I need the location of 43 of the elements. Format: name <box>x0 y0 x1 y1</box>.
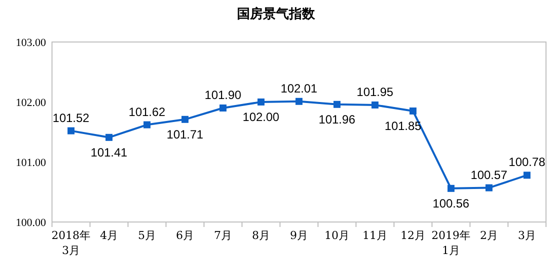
x-tick-label: 2019年 1月 <box>432 229 470 257</box>
x-tick-label: 8月 <box>252 229 270 242</box>
data-label: 101.95 <box>356 85 394 99</box>
x-tick-label: 2018年 3月 <box>52 229 90 257</box>
y-tick-label: 102.00 <box>16 97 46 109</box>
y-tick-label: 101.00 <box>16 157 46 169</box>
x-tick-label: 2月 <box>480 229 498 242</box>
data-label: 101.62 <box>128 104 166 119</box>
x-tick-label: 11月 <box>362 229 388 242</box>
x-tick-label: 3月 <box>518 229 536 242</box>
data-label: 102.01 <box>280 81 318 96</box>
x-tick-label: 12月 <box>400 229 426 242</box>
data-label: 100.78 <box>508 155 546 170</box>
point <box>448 184 454 192</box>
point <box>334 100 340 108</box>
data-label: 101.52 <box>52 110 90 125</box>
data-label: 100.56 <box>432 196 470 210</box>
x-tick-label: 9月 <box>290 229 308 242</box>
point <box>410 108 416 114</box>
y-tick-label: 103.00 <box>16 37 46 49</box>
point <box>372 102 378 108</box>
x-tick-label: 10月 <box>324 229 350 242</box>
data-label: 101.96 <box>318 112 356 126</box>
x-tick-label: 4月 <box>100 229 118 242</box>
point <box>524 172 530 179</box>
x-tick-label: 7月 <box>214 229 232 242</box>
data-label: 101.71 <box>166 127 204 142</box>
x-tick-label: 5月 <box>138 229 156 242</box>
point <box>106 134 112 141</box>
point <box>486 184 492 192</box>
data-label: 100.57 <box>470 168 508 182</box>
data-label: 101.41 <box>90 145 128 160</box>
x-tick-label: 6月 <box>176 229 194 242</box>
chart-title: 国房景气指数 <box>237 6 316 22</box>
point <box>68 127 74 134</box>
point <box>144 121 150 128</box>
point <box>258 98 264 106</box>
point <box>220 104 226 112</box>
point <box>182 116 188 123</box>
data-label: 101.90 <box>204 88 242 102</box>
point <box>296 98 302 105</box>
y-tick-label: 100.00 <box>16 217 46 229</box>
data-label: 102.00 <box>242 110 280 124</box>
